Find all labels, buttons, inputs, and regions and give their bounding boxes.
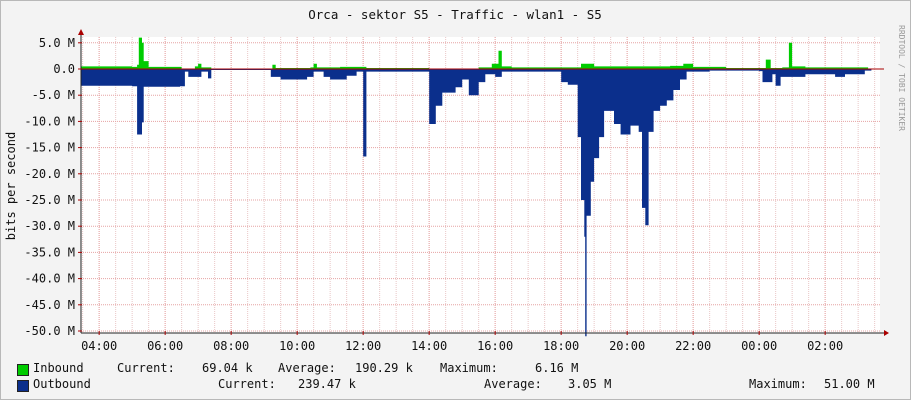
inbound-maximum-value: 6.16 M bbox=[535, 361, 579, 375]
inbound-swatch bbox=[17, 364, 29, 376]
y-tick-label: 5.0 M bbox=[39, 36, 75, 50]
y-axis-arrow bbox=[78, 29, 84, 35]
x-tick-label: 02:00 bbox=[807, 339, 843, 353]
y-tick-label: -15.0 M bbox=[24, 141, 75, 155]
x-tick-label: 18:00 bbox=[543, 339, 579, 353]
outbound-current-value: 239.47 k bbox=[298, 377, 356, 391]
x-tick-label: 10:00 bbox=[279, 339, 315, 353]
y-tick-label: -25.0 M bbox=[24, 193, 75, 207]
series-area-inbound bbox=[81, 37, 869, 71]
inbound-label: Inbound bbox=[33, 361, 84, 375]
x-tick-label: 16:00 bbox=[477, 339, 513, 353]
y-tick-label: -50.0 M bbox=[24, 324, 75, 338]
y-axis-label: bits per second bbox=[4, 132, 18, 240]
y-tick-label: -40.0 M bbox=[24, 272, 75, 286]
y-tick-label: -35.0 M bbox=[24, 245, 75, 259]
x-tick-label: 22:00 bbox=[675, 339, 711, 353]
inbound-current-label: Current: bbox=[117, 361, 175, 375]
x-tick-label: 20:00 bbox=[609, 339, 645, 353]
inbound-current-value: 69.04 k bbox=[202, 361, 253, 375]
x-tick-label: 08:00 bbox=[213, 339, 249, 353]
rrdtool-watermark: RRDTOOL / TOBI OETIKER bbox=[897, 25, 906, 131]
outbound-label: Outbound bbox=[33, 377, 91, 391]
y-tick-label: -45.0 M bbox=[24, 298, 75, 312]
inbound-maximum-label: Maximum: bbox=[440, 361, 498, 375]
outbound-maximum-label: Maximum: bbox=[749, 377, 807, 391]
x-axis-arrow bbox=[884, 330, 889, 336]
outbound-swatch bbox=[17, 380, 29, 392]
outbound-current-label: Current: bbox=[218, 377, 276, 391]
x-tick-label: 12:00 bbox=[345, 339, 381, 353]
x-tick-label: 00:00 bbox=[741, 339, 777, 353]
outbound-average-label: Average: bbox=[484, 377, 542, 391]
inbound-average-value: 190.29 k bbox=[355, 361, 413, 375]
outbound-maximum-value: 51.00 M bbox=[824, 377, 875, 391]
y-tick-label: 0.0 bbox=[53, 62, 75, 76]
y-tick-label: -10.0 M bbox=[24, 114, 75, 128]
x-tick-label: 04:00 bbox=[81, 339, 117, 353]
x-tick-label: 14:00 bbox=[411, 339, 447, 353]
y-tick-label: -20.0 M bbox=[24, 167, 75, 181]
inbound-average-label: Average: bbox=[278, 361, 336, 375]
y-tick-label: -5.0 M bbox=[32, 88, 75, 102]
chart-title: Orca - sektor S5 - Traffic - wlan1 - S5 bbox=[308, 7, 602, 22]
outbound-average-value: 3.05 M bbox=[568, 377, 612, 391]
x-tick-label: 06:00 bbox=[147, 339, 183, 353]
y-tick-label: -30.0 M bbox=[24, 219, 75, 233]
